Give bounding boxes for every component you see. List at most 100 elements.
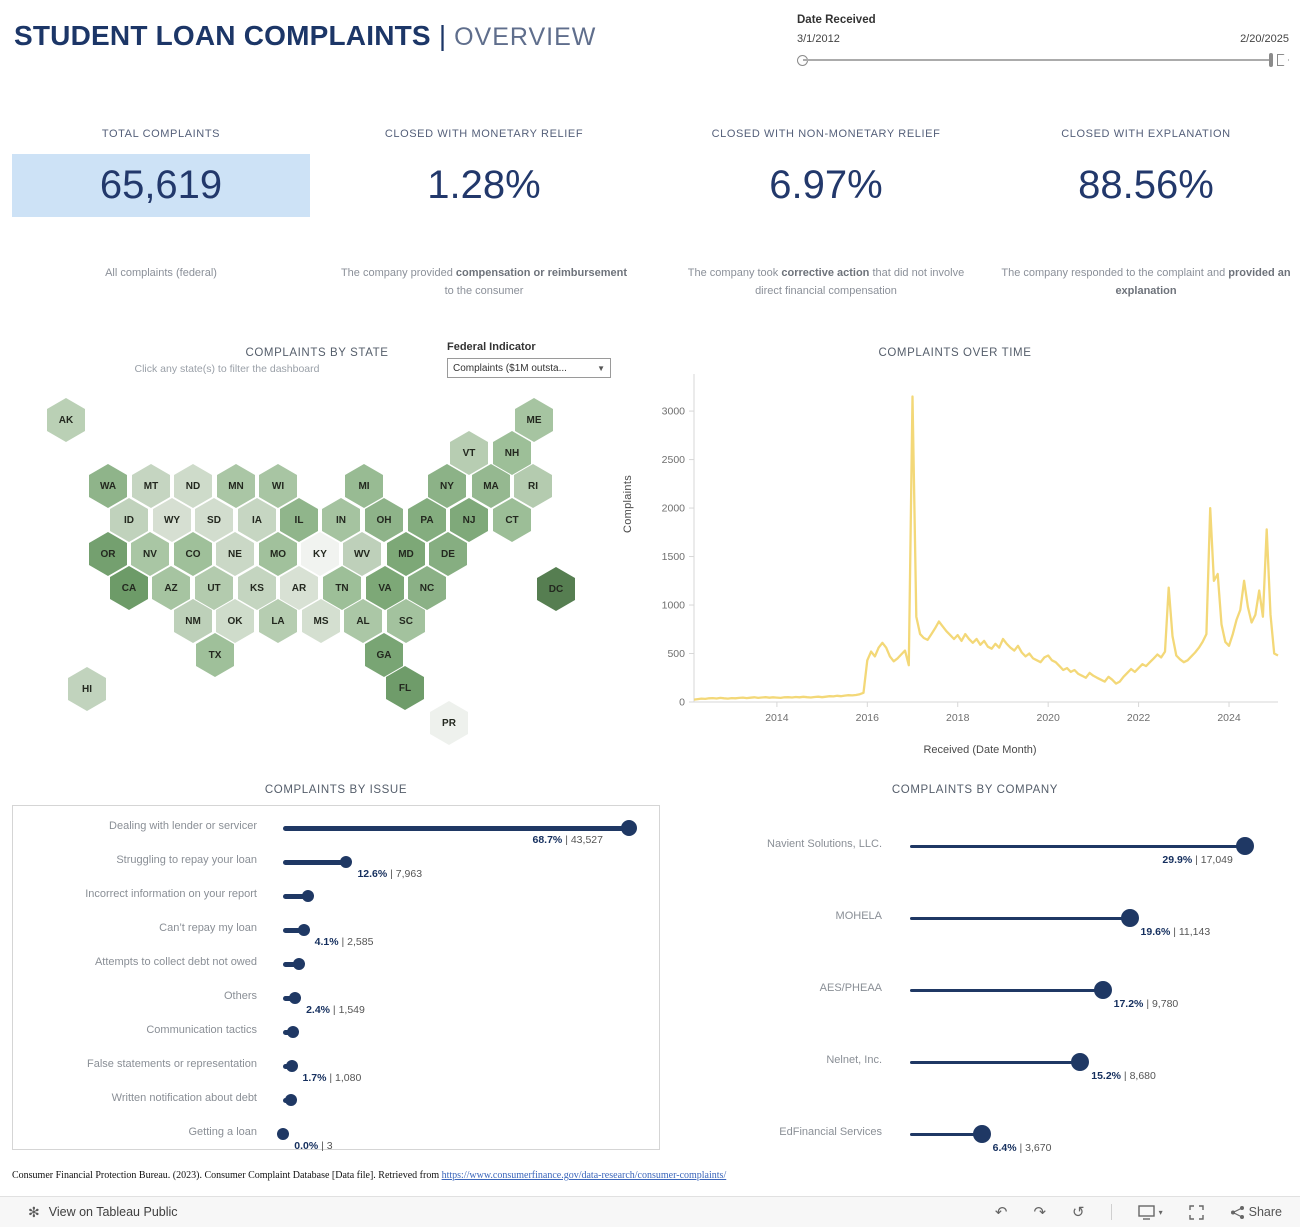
slider-handle-right[interactable] (1269, 53, 1273, 67)
state-hex-sc[interactable]: SC (387, 599, 425, 643)
lollipop-dot[interactable] (297, 924, 310, 936)
lollipop-line[interactable] (910, 844, 1245, 848)
lollipop-line[interactable] (910, 916, 1130, 920)
state-hex-vt[interactable]: VT (450, 431, 488, 475)
state-hex-va[interactable]: VA (366, 566, 404, 610)
state-hex-wy[interactable]: WY (153, 498, 191, 542)
lollipop-line[interactable] (283, 927, 304, 933)
undo-icon[interactable]: ↶ (994, 1203, 1008, 1221)
lollipop-dot[interactable] (1235, 837, 1254, 855)
state-hex-wa[interactable]: WA (89, 464, 127, 508)
lollipop-line[interactable] (910, 1132, 982, 1136)
state-hex-nd[interactable]: ND (174, 464, 212, 508)
state-hex-nj[interactable]: NJ (450, 498, 488, 542)
complaints-over-time-chart[interactable]: 0 500 1000 1500 2000 2500 3000 2014 2016 2018 2020… (648, 358, 1296, 760)
time-series-line[interactable] (693, 395, 1279, 701)
lollipop-line[interactable] (283, 995, 296, 1001)
redo-icon[interactable]: ↷ (1033, 1203, 1047, 1221)
lollipop-dot[interactable] (285, 1094, 298, 1106)
state-hex-hi[interactable]: HI (68, 667, 106, 711)
state-hex-ri[interactable]: RI (514, 464, 552, 508)
lollipop-dot[interactable] (340, 856, 353, 868)
state-hex-oh[interactable]: OH (365, 498, 403, 542)
state-hex-pr[interactable]: PR (430, 701, 468, 745)
kpi-value[interactable]: 6.97% (769, 163, 883, 207)
lollipop-dot[interactable] (277, 1128, 290, 1140)
y-tick-label: 0 (679, 697, 685, 709)
lollipop-dot[interactable] (1120, 909, 1139, 927)
reset-icon[interactable]: ↺ (1072, 1203, 1085, 1221)
state-hex-wv[interactable]: WV (343, 532, 381, 576)
state-hex-mi[interactable]: MI (345, 464, 383, 508)
citation-link[interactable]: https://www.consumerfinance.gov/data-res… (441, 1170, 727, 1181)
state-hex-ky[interactable]: KY (301, 532, 339, 576)
state-hex-al[interactable]: AL (344, 599, 382, 643)
time-series-svg[interactable]: 0 500 1000 1500 2000 2500 3000 2014 2016 2018 2020… (648, 358, 1296, 760)
y-tick-label: 1500 (662, 551, 686, 563)
state-hex-wi[interactable]: WI (259, 464, 297, 508)
state-hex-fl[interactable]: FL (386, 666, 424, 710)
state-hex-ne[interactable]: NE (216, 532, 254, 576)
lollipop-dot[interactable] (293, 958, 306, 970)
fullscreen-button[interactable] (1188, 1204, 1204, 1220)
state-hex-ar[interactable]: AR (280, 566, 318, 610)
state-hex-nh[interactable]: NH (493, 431, 531, 475)
state-hex-ks[interactable]: KS (238, 566, 276, 610)
download-button[interactable]: ▾ (1137, 1204, 1163, 1220)
state-hex-az[interactable]: AZ (152, 566, 190, 610)
state-hex-ga[interactable]: GA (365, 633, 403, 677)
state-hex-dc[interactable]: DC (537, 567, 575, 611)
state-hex-de[interactable]: DE (429, 532, 467, 576)
state-hex-or[interactable]: OR (89, 532, 127, 576)
lollipop-dot[interactable] (620, 820, 637, 836)
state-hex-ia[interactable]: IA (238, 498, 276, 542)
state-hex-nc[interactable]: NC (408, 566, 446, 610)
lollipop-dot[interactable] (289, 992, 302, 1004)
state-hex-mn[interactable]: MN (217, 464, 255, 508)
state-hex-tx[interactable]: TX (196, 633, 234, 677)
slider-endcap[interactable] (1277, 54, 1289, 66)
state-hex-in[interactable]: IN (322, 498, 360, 542)
lollipop-dot[interactable] (1071, 1053, 1090, 1071)
kpi-value[interactable]: 65,619 (12, 154, 310, 217)
state-hex-nv[interactable]: NV (131, 532, 169, 576)
kpi-value[interactable]: 88.56% (1078, 163, 1214, 207)
state-hex-mo[interactable]: MO (259, 532, 297, 576)
lollipop-dot[interactable] (972, 1125, 991, 1143)
state-hex-la[interactable]: LA (259, 599, 297, 643)
state-hex-ct[interactable]: CT (493, 498, 531, 542)
share-button[interactable]: Share (1230, 1205, 1282, 1220)
lollipop-line[interactable] (283, 825, 629, 831)
state-hex-pa[interactable]: PA (408, 498, 446, 542)
kpi-value[interactable]: 1.28% (427, 163, 541, 207)
state-hex-ms[interactable]: MS (302, 599, 340, 643)
state-hex-ny[interactable]: NY (428, 464, 466, 508)
state-hex-ca[interactable]: CA (110, 566, 148, 610)
state-hex-id[interactable]: ID (110, 498, 148, 542)
view-on-tableau-public-link[interactable]: ✻ View on Tableau Public (28, 1204, 178, 1221)
state-label: CA (121, 582, 137, 594)
state-hex-sd[interactable]: SD (195, 498, 233, 542)
lollipop-line[interactable] (283, 893, 309, 899)
federal-indicator-select[interactable]: Complaints ($1M outsta... ▼ (447, 358, 611, 378)
state-hex-ok[interactable]: OK (216, 599, 254, 643)
state-hex-il[interactable]: IL (280, 498, 318, 542)
date-slider-track[interactable] (797, 53, 1289, 67)
state-hex-ak[interactable]: AK (47, 398, 85, 442)
state-hex-me[interactable]: ME (515, 398, 553, 442)
lollipop-line[interactable] (283, 961, 300, 967)
state-hex-ut[interactable]: UT (195, 566, 233, 610)
state-hex-nm[interactable]: NM (174, 599, 212, 643)
lollipop-dot[interactable] (286, 1026, 299, 1038)
state-hex-tn[interactable]: TN (323, 566, 361, 610)
lollipop-dot[interactable] (285, 1060, 298, 1072)
lollipop-dot[interactable] (302, 890, 315, 902)
state-hex-co[interactable]: CO (174, 532, 212, 576)
state-hex-mt[interactable]: MT (132, 464, 170, 508)
lollipop-line[interactable] (910, 1060, 1081, 1064)
state-hex-ma[interactable]: MA (472, 464, 510, 508)
lollipop-line[interactable] (283, 859, 347, 865)
lollipop-line[interactable] (910, 988, 1103, 992)
lollipop-dot[interactable] (1093, 981, 1112, 999)
state-hex-md[interactable]: MD (387, 532, 425, 576)
